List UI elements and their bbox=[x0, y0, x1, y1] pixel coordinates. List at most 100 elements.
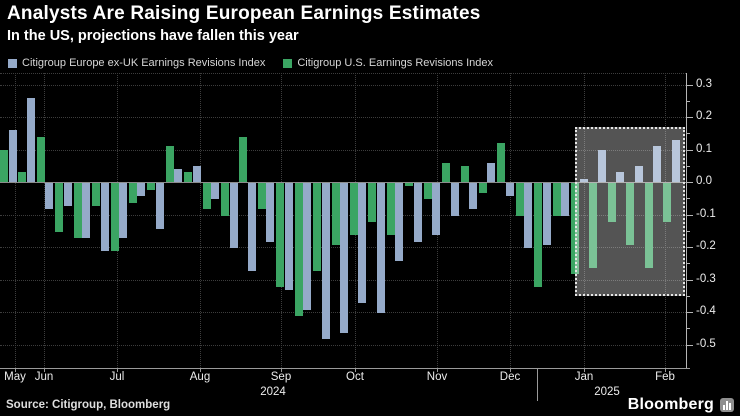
bar-us bbox=[589, 183, 598, 268]
highlight-box bbox=[575, 127, 685, 296]
y-tick-label: -0.5 bbox=[696, 337, 716, 350]
bar-us bbox=[73, 183, 82, 239]
bar-europe bbox=[321, 183, 330, 339]
bar-europe bbox=[284, 183, 293, 291]
zero-line bbox=[0, 182, 686, 183]
bar-us bbox=[607, 183, 616, 222]
gridline-horizontal-top bbox=[0, 73, 686, 74]
bar-europe bbox=[579, 178, 588, 182]
bar-europe bbox=[597, 149, 606, 182]
bar-europe bbox=[616, 172, 625, 182]
month-label-jul: Jul bbox=[109, 371, 125, 383]
bar-europe bbox=[119, 183, 128, 239]
gridline-vertical bbox=[15, 73, 16, 368]
bar-europe bbox=[653, 146, 662, 182]
y-axis-tick bbox=[687, 312, 693, 313]
bar-us bbox=[386, 183, 395, 235]
gridline-horizontal bbox=[0, 149, 686, 151]
bar-europe bbox=[8, 130, 17, 182]
y-axis-minor-tick bbox=[687, 230, 690, 232]
x-axis-tick bbox=[510, 368, 511, 372]
bar-us bbox=[202, 183, 211, 209]
legend-label-europe: Citigroup Europe ex-UK Earnings Revision… bbox=[22, 57, 266, 69]
bar-europe bbox=[137, 183, 146, 196]
y-axis-tick bbox=[687, 214, 693, 216]
y-tick-label: -0.3 bbox=[696, 272, 716, 285]
bar-us bbox=[110, 183, 119, 252]
source-note: Source: Citigroup, Bloomberg bbox=[6, 399, 171, 411]
bar-us bbox=[478, 183, 487, 193]
bar-us bbox=[626, 183, 635, 245]
legend-item-us: Citigroup U.S. Earnings Revisions Index bbox=[283, 57, 493, 69]
x-axis-tick bbox=[437, 368, 438, 372]
bar-europe bbox=[376, 183, 385, 313]
bloomberg-logo-text: Bloomberg bbox=[627, 396, 714, 413]
y-axis-tick bbox=[687, 279, 693, 281]
x-axis-tick bbox=[355, 368, 356, 372]
bar-us bbox=[442, 162, 451, 182]
bar-us bbox=[147, 183, 156, 190]
y-axis-minor-tick bbox=[687, 295, 690, 297]
month-label-sep: Sep bbox=[270, 371, 292, 383]
bar-europe bbox=[100, 183, 109, 252]
y-tick-label: -0.2 bbox=[696, 240, 716, 252]
x-axis-tick bbox=[117, 368, 118, 372]
bar-europe bbox=[487, 162, 496, 182]
bar-us bbox=[534, 183, 543, 287]
legend-item-europe: Citigroup Europe ex-UK Earnings Revision… bbox=[8, 57, 265, 69]
bar-europe bbox=[174, 169, 183, 182]
bar-us bbox=[36, 136, 45, 182]
bar-europe bbox=[450, 183, 459, 216]
bar-europe bbox=[155, 183, 164, 229]
bar-us bbox=[663, 183, 672, 222]
bar-europe bbox=[63, 183, 72, 206]
bar-us bbox=[0, 149, 8, 182]
bar-us bbox=[294, 183, 303, 317]
x-axis-line bbox=[0, 368, 690, 369]
bar-europe bbox=[303, 183, 312, 310]
gridline-vertical bbox=[44, 73, 45, 368]
bar-us bbox=[423, 183, 432, 200]
y-tick-label: -0.1 bbox=[696, 207, 716, 220]
month-label-jun: Jun bbox=[34, 371, 54, 383]
bloomberg-logo: Bloomberg bbox=[628, 396, 734, 414]
year-label-2025: 2025 bbox=[594, 386, 620, 398]
bar-us bbox=[349, 183, 358, 235]
x-axis-tick bbox=[44, 368, 45, 372]
bar-europe bbox=[192, 165, 201, 182]
gridline-vertical bbox=[584, 73, 585, 368]
month-label-oct: Oct bbox=[346, 371, 364, 383]
month-label-nov: Nov bbox=[426, 371, 448, 383]
bar-us bbox=[18, 172, 27, 182]
y-axis-tick bbox=[687, 247, 693, 248]
y-axis-minor-tick bbox=[687, 100, 690, 102]
gridline-horizontal bbox=[0, 344, 686, 346]
y-axis-minor-tick bbox=[687, 328, 690, 330]
gridline-horizontal bbox=[0, 117, 686, 118]
bar-europe bbox=[247, 183, 256, 271]
bar-us bbox=[184, 172, 193, 182]
bar-europe bbox=[211, 183, 220, 200]
y-axis-tick bbox=[687, 117, 693, 118]
gridline-horizontal bbox=[0, 84, 686, 86]
bar-europe bbox=[505, 183, 514, 196]
bar-europe bbox=[266, 183, 275, 242]
y-axis-tick bbox=[687, 149, 693, 151]
bar-europe bbox=[395, 183, 404, 261]
bar-us bbox=[165, 146, 174, 182]
bar-us bbox=[55, 183, 64, 232]
y-axis-line bbox=[686, 73, 687, 369]
bar-europe bbox=[469, 183, 477, 209]
bar-us bbox=[257, 183, 266, 209]
month-label-aug: Aug bbox=[189, 371, 211, 383]
bar-europe bbox=[634, 165, 643, 182]
month-label-dec: Dec bbox=[499, 371, 521, 383]
y-axis-minor-tick bbox=[687, 133, 690, 135]
bar-us bbox=[460, 165, 469, 182]
legend: Citigroup Europe ex-UK Earnings Revision… bbox=[8, 56, 493, 70]
bar-europe bbox=[82, 183, 91, 239]
gridline-vertical bbox=[200, 73, 201, 368]
bar-europe bbox=[524, 183, 533, 248]
legend-label-us: Citigroup U.S. Earnings Revisions Index bbox=[297, 57, 493, 69]
bar-europe bbox=[561, 183, 570, 216]
